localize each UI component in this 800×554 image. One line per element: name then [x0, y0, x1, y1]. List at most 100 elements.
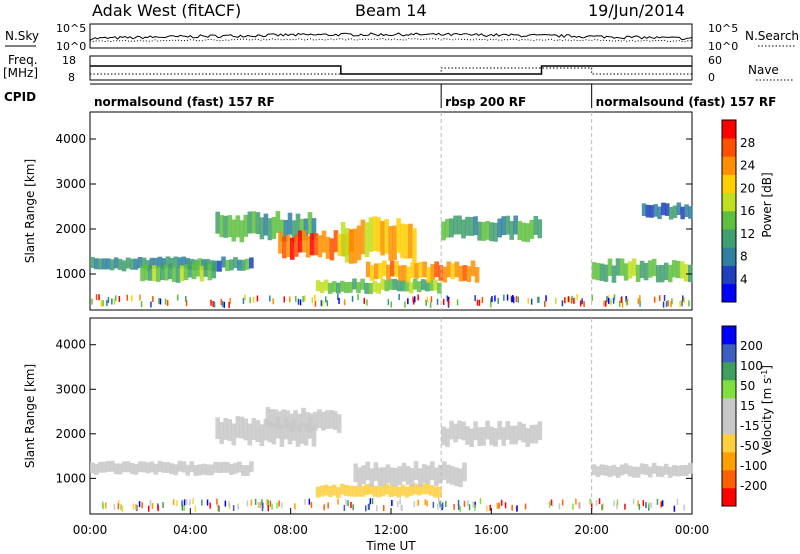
echo-cell [133, 258, 139, 270]
ground-scatter-cell [276, 502, 278, 509]
ground-scatter-cell [250, 499, 253, 506]
echo-cell [386, 264, 391, 281]
echo-cell [267, 218, 273, 241]
ground-scatter-cell [117, 503, 120, 510]
ground-scatter-cell [665, 301, 668, 308]
ground-scatter-cell [463, 500, 466, 507]
power-colorbar: 4 8 12 16 20 24 28 [721, 119, 755, 303]
echo-cell [277, 411, 283, 430]
ground-scatter-cell [213, 301, 216, 308]
ground-scatter-cell [102, 300, 104, 307]
ground-scatter-cell [100, 300, 103, 307]
echo-cell [368, 483, 373, 495]
echo-cell [529, 424, 535, 444]
echo-cell [348, 485, 353, 497]
echo-cell [117, 463, 123, 475]
xtick-label: 00:00 [73, 523, 108, 537]
echo-cell [412, 278, 418, 290]
colorbar-tick-label: -15 [740, 419, 760, 433]
ground-scatter-cell [639, 295, 641, 302]
echo-cell [639, 463, 645, 475]
ground-scatter-cell [416, 499, 419, 506]
echo-cell [384, 280, 390, 292]
ground-scatter-cell [135, 504, 137, 511]
echo-cell [259, 217, 265, 240]
colorbar-tick-label: 4 [740, 272, 748, 286]
ground-scatter-cell [545, 295, 547, 302]
ground-scatter-cell [579, 502, 581, 509]
echo-cell [105, 258, 111, 270]
ground-scatter-cell [581, 298, 583, 305]
ground-scatter-cell [516, 505, 518, 512]
echo-cell [303, 423, 309, 446]
colorbar-swatch [722, 247, 736, 266]
ground-scatter-cell [249, 297, 251, 304]
echo-cell [438, 265, 444, 281]
echo-cell [441, 426, 446, 446]
echo-cell [163, 264, 169, 281]
ground-scatter-cell [626, 299, 628, 306]
echo-cell [156, 266, 161, 282]
echo-cell [165, 462, 171, 473]
echo-cell [529, 220, 535, 239]
ground-scatter-cell [383, 505, 385, 512]
ground-scatter-cell [266, 499, 268, 505]
ytick-label: 3000 [55, 177, 86, 191]
ground-scatter-cell [164, 298, 167, 305]
echo-cell [433, 486, 438, 498]
ground-scatter-cell [181, 504, 184, 511]
xtick-label: 04:00 [173, 523, 208, 537]
ground-scatter-cell [605, 300, 607, 307]
echo-cell [352, 485, 357, 497]
echo-cell [603, 464, 609, 476]
echo-cell [402, 265, 407, 281]
ground-scatter-cell [229, 297, 231, 304]
echo-cell [289, 413, 294, 433]
colorbar-tick-label: 24 [740, 159, 755, 173]
ground-scatter-cell [561, 300, 564, 307]
ground-scatter-cell [223, 301, 225, 308]
ground-scatter-cell [95, 294, 98, 301]
echo-cell [465, 216, 470, 236]
echo-cell [233, 462, 238, 474]
ground-scatter-cell [479, 498, 482, 505]
echo-cell [469, 428, 474, 448]
echo-cell [173, 256, 179, 268]
echo-cell [241, 259, 246, 271]
ground-scatter-cell [246, 500, 249, 507]
echo-cell [281, 409, 286, 429]
ground-scatter-cell [113, 504, 116, 510]
ground-scatter-cell [442, 502, 444, 509]
echo-cell [591, 464, 597, 476]
echo-cell [517, 421, 522, 441]
echo-cell [360, 278, 365, 290]
ground-scatter-cell [91, 298, 93, 305]
station-title: Adak West (fitACF) [92, 1, 241, 20]
echo-cell [282, 236, 287, 259]
ground-scatter-cell [132, 503, 135, 510]
echo-cell [311, 218, 317, 241]
sky-right-tick-top: 10^5 [708, 22, 738, 35]
ground-scatter-cell [572, 503, 574, 510]
ground-scatter-cell [478, 299, 481, 306]
echo-cell [294, 234, 299, 257]
echo-cell [129, 463, 135, 474]
ground-scatter-cell [610, 298, 612, 305]
echo-cell [420, 279, 426, 291]
echo-cell [408, 282, 414, 294]
echo-cell [303, 218, 309, 241]
colorbar-tick-label: -100 [740, 459, 767, 473]
ground-scatter-cell [537, 296, 539, 303]
echo-cell [364, 282, 369, 294]
echo-cell [227, 419, 233, 441]
echo-cell [297, 413, 302, 433]
time-axis-ticks: 00:00 04:00 08:00 12:00 16:00 20:00 00:00 [73, 508, 709, 537]
ground-scatter-cell [653, 296, 656, 303]
echo-cell [453, 215, 458, 235]
echo-cell [417, 468, 423, 487]
sky-panel-frame [89, 23, 693, 49]
xtick-label: 12:00 [374, 523, 409, 537]
nave-trace [90, 67, 692, 75]
echo-cell [255, 420, 261, 442]
